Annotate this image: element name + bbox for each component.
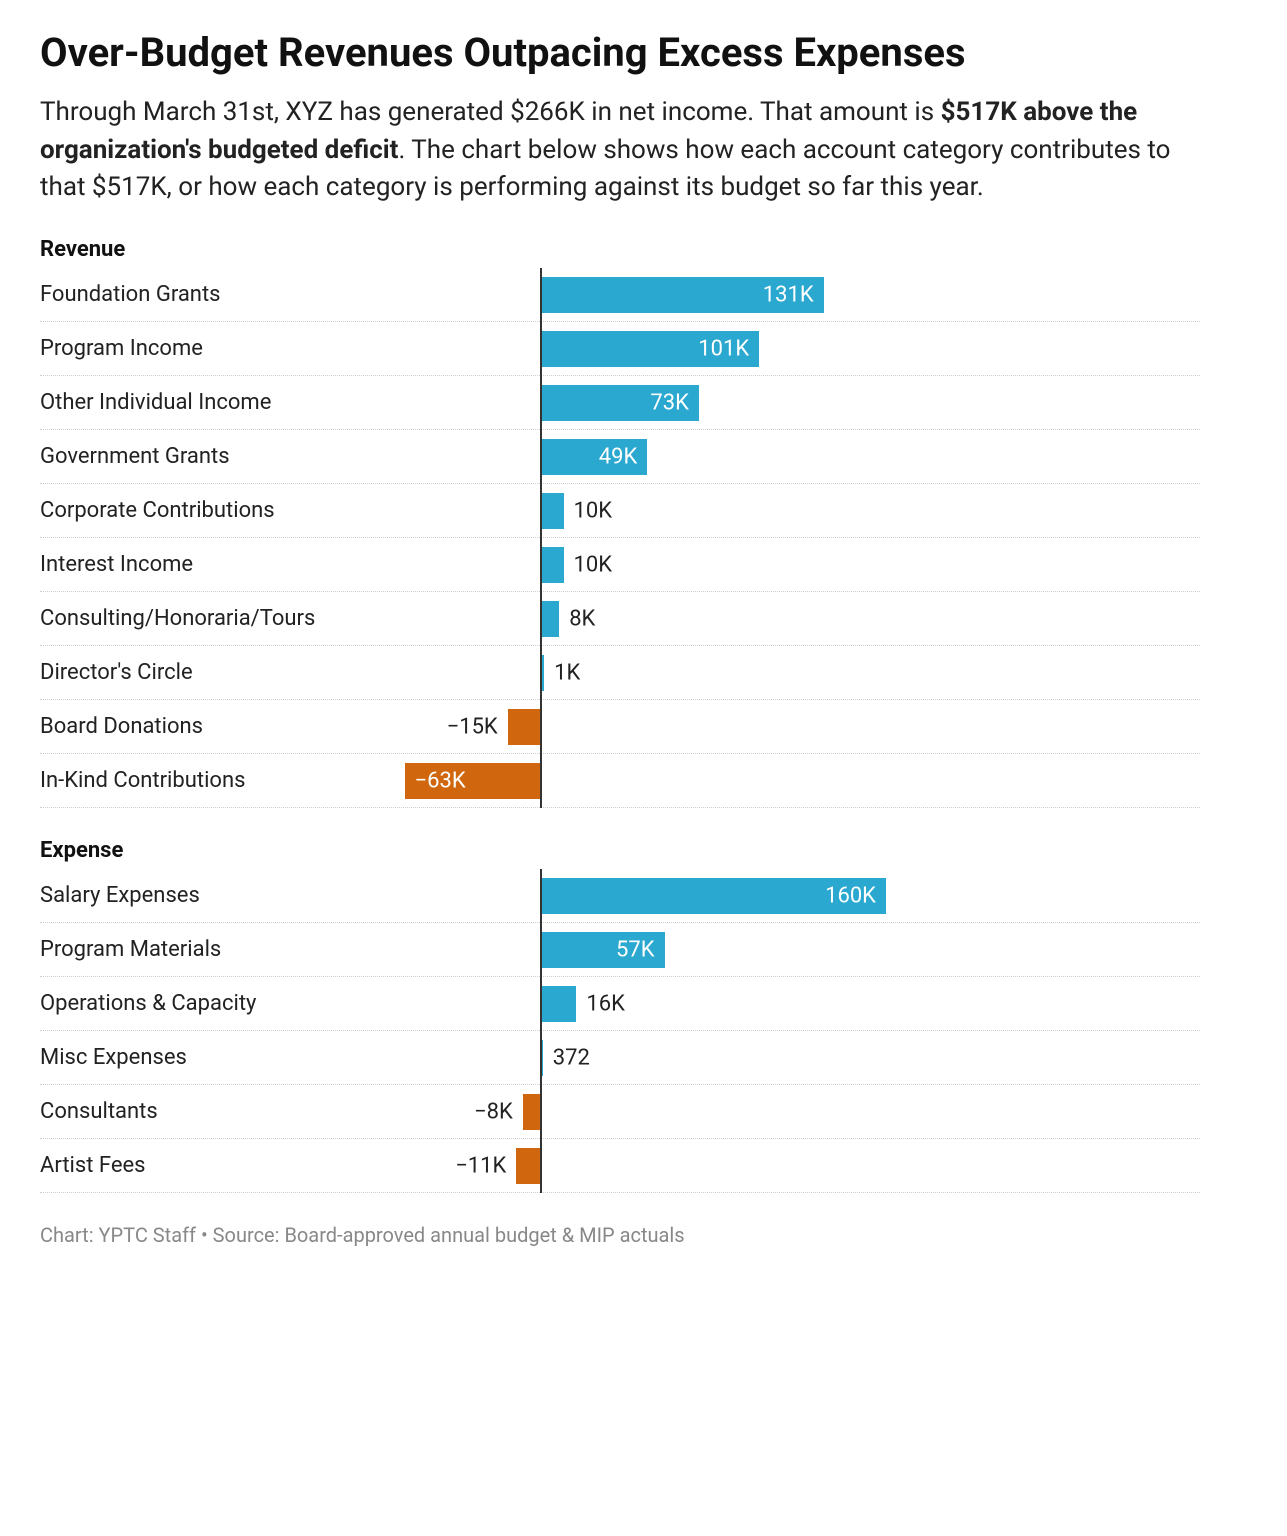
axis-line	[540, 869, 542, 1193]
value-label: 16K	[586, 991, 625, 1016]
bar	[542, 547, 564, 583]
value-label: 73K	[650, 390, 689, 415]
chart-row: Corporate Contributions 10K	[40, 484, 1200, 538]
bar	[542, 1040, 543, 1076]
value-label: 1K	[554, 660, 580, 685]
chart-row: Board Donations −15K	[40, 700, 1200, 754]
chart-title: Over-Budget Revenues Outpacing Excess Ex…	[40, 30, 1247, 76]
row-label: In-Kind Contributions	[40, 768, 245, 793]
row-label: Misc Expenses	[40, 1045, 187, 1070]
bar	[516, 1148, 540, 1184]
section-header: Expense	[40, 838, 1200, 863]
section-header: Revenue	[40, 237, 1200, 262]
row-label: Director's Circle	[40, 660, 193, 685]
chart-row: Salary Expenses 160K	[40, 869, 1200, 923]
chart-row: Operations & Capacity 16K	[40, 977, 1200, 1031]
value-label: 131K	[763, 282, 814, 307]
chart-row: Program Income 101K	[40, 322, 1200, 376]
chart-row: Director's Circle 1K	[40, 646, 1200, 700]
row-label: Other Individual Income	[40, 390, 271, 415]
row-label: Program Income	[40, 336, 203, 361]
row-label: Foundation Grants	[40, 282, 221, 307]
row-label: Corporate Contributions	[40, 498, 275, 523]
bar	[523, 1094, 540, 1130]
value-label: 49K	[599, 444, 638, 469]
chart-footer: Chart: YPTC Staff • Source: Board-approv…	[40, 1223, 1247, 1247]
row-label: Consulting/Honoraria/Tours	[40, 606, 315, 631]
chart-description: Through March 31st, XYZ has generated $2…	[40, 94, 1220, 207]
value-label: 372	[553, 1045, 590, 1070]
value-label: −11K	[455, 1153, 506, 1178]
value-label: −8K	[474, 1099, 513, 1124]
chart-row: Interest Income 10K	[40, 538, 1200, 592]
chart-row: Program Materials 57K	[40, 923, 1200, 977]
chart-row: Consulting/Honoraria/Tours 8K	[40, 592, 1200, 646]
value-label: −63K	[415, 768, 466, 793]
row-label: Operations & Capacity	[40, 991, 256, 1016]
value-label: 57K	[616, 937, 655, 962]
value-label: 10K	[574, 552, 613, 577]
value-label: −15K	[447, 714, 498, 739]
value-label: 8K	[569, 606, 595, 631]
bar	[542, 986, 576, 1022]
chart-row: In-Kind Contributions −63K	[40, 754, 1200, 808]
bar	[542, 601, 559, 637]
value-label: 160K	[825, 883, 876, 908]
description-pre: Through March 31st, XYZ has generated $2…	[40, 97, 941, 127]
chart-row: Misc Expenses 372	[40, 1031, 1200, 1085]
bar	[542, 655, 544, 691]
chart-row: Government Grants 49K	[40, 430, 1200, 484]
row-label: Consultants	[40, 1099, 158, 1124]
value-label: 101K	[698, 336, 749, 361]
row-label: Program Materials	[40, 937, 221, 962]
value-label: 10K	[574, 498, 613, 523]
row-label: Interest Income	[40, 552, 193, 577]
bar	[542, 493, 564, 529]
chart-row: Foundation Grants 131K	[40, 268, 1200, 322]
diverging-bar-chart: Revenue Foundation Grants 131K Program Inco…	[40, 237, 1200, 1193]
chart-section: Revenue Foundation Grants 131K Program Inco…	[40, 237, 1200, 808]
chart-row: Consultants −8K	[40, 1085, 1200, 1139]
chart-row: Artist Fees −11K	[40, 1139, 1200, 1193]
axis-line	[540, 268, 542, 808]
row-label: Board Donations	[40, 714, 203, 739]
chart-section: Expense Salary Expenses 160K Program Materi…	[40, 838, 1200, 1193]
row-label: Artist Fees	[40, 1153, 146, 1178]
chart-row: Other Individual Income 73K	[40, 376, 1200, 430]
row-label: Salary Expenses	[40, 883, 200, 908]
bar	[508, 709, 540, 745]
row-label: Government Grants	[40, 444, 230, 469]
